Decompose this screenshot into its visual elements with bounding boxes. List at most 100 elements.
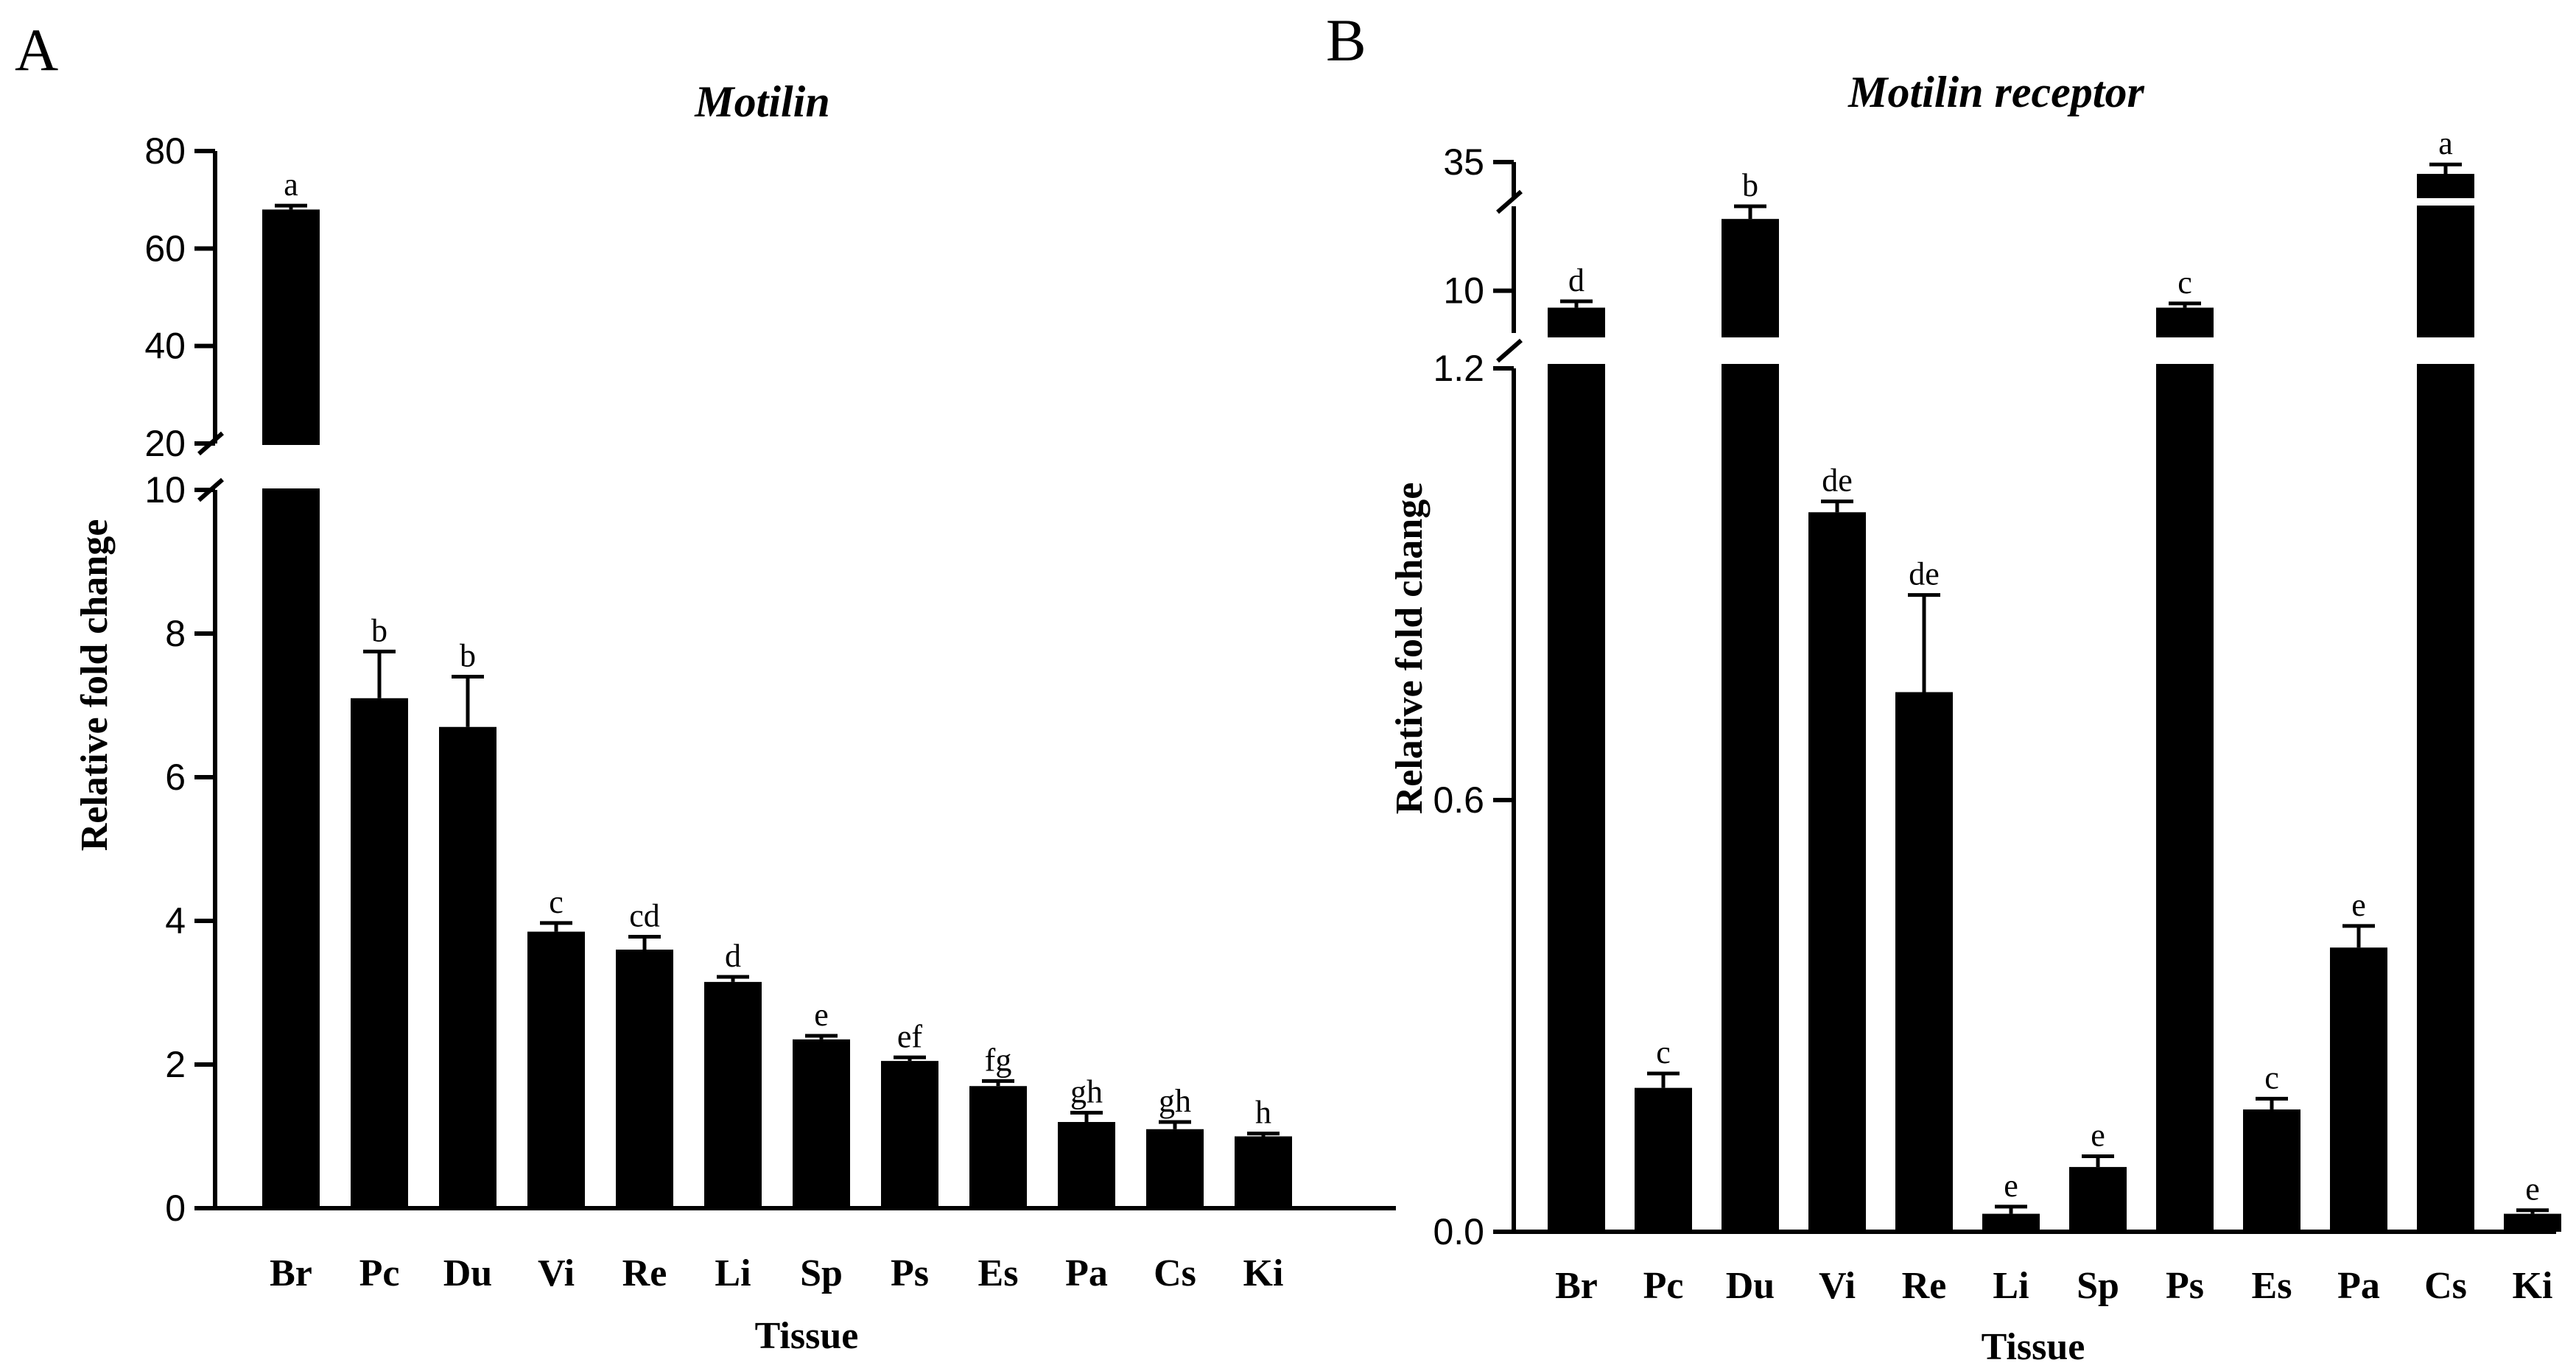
panel-b-sig-label: b bbox=[1742, 167, 1758, 203]
panel-a-category-label: Du bbox=[443, 1252, 492, 1294]
panel-a-y-tick-label: 2 bbox=[165, 1044, 186, 1085]
panel-b-category-label: Pc bbox=[1643, 1265, 1684, 1307]
panel-a-y-tick-label: 20 bbox=[144, 423, 186, 464]
panel-b-category-label: Ps bbox=[2166, 1265, 2204, 1307]
panel-a-sig-label: b bbox=[460, 638, 476, 674]
panel-b-category-label: Sp bbox=[2077, 1265, 2119, 1307]
panel-a-sig-label: e bbox=[814, 997, 829, 1033]
panel-b-category-label: Li bbox=[1993, 1265, 2029, 1307]
panel-a: A Motilin Relative fold change Tissue 0 2… bbox=[15, 16, 1396, 1357]
panel-a-y-tick-label: 6 bbox=[165, 757, 186, 798]
panel-b-sig-label: e bbox=[2351, 887, 2366, 923]
panel-a-bar-cs bbox=[1146, 1129, 1204, 1208]
panel-b-category-label: Br bbox=[1555, 1265, 1598, 1307]
panel-b-category-label: Cs bbox=[2424, 1265, 2467, 1307]
panel-b-sig-label: c bbox=[2177, 264, 2192, 301]
panel-a-title: Motilin bbox=[694, 77, 829, 126]
panel-b-y-axis-break bbox=[1496, 338, 1523, 363]
panel-a-bar-sp bbox=[793, 1039, 850, 1208]
panel-a-y-tick-label: 40 bbox=[144, 326, 186, 367]
panel-b-sig-label: a bbox=[2438, 125, 2453, 161]
panel-b-bar-li bbox=[1982, 1213, 2040, 1232]
panel-a-category-label: Ki bbox=[1243, 1252, 1284, 1294]
panel-b-bar-vi bbox=[1808, 512, 1866, 1232]
panel-a-sig-label: b bbox=[371, 612, 387, 648]
panel-b-y-tick-label: 10 bbox=[1443, 270, 1484, 312]
panel-b-y-axis-break bbox=[1496, 189, 1523, 214]
panel-b-category-label: Du bbox=[1726, 1265, 1775, 1307]
panel-b-category-label: Es bbox=[2252, 1265, 2292, 1307]
panel-b-bar-pa bbox=[2330, 947, 2387, 1232]
panel-b-sig-label: c bbox=[2264, 1059, 2279, 1095]
panel-b-x-axis-label: Tissue bbox=[1982, 1326, 2085, 1368]
panel-a-sig-label: fg bbox=[985, 1042, 1012, 1078]
panel-a-y-tick-label: 60 bbox=[144, 228, 186, 269]
panel-b-sig-label: c bbox=[1656, 1034, 1671, 1070]
panel-a-bar-li bbox=[704, 981, 762, 1208]
panel-b-sig-label: de bbox=[1909, 556, 1940, 592]
panel-a-sig-label: cd bbox=[629, 897, 660, 933]
panel-a-sig-label: d bbox=[725, 938, 741, 974]
panel-a-category-label: Es bbox=[978, 1252, 1019, 1294]
panel-b-bar-br bbox=[1548, 307, 1605, 1233]
panel-b-bar-sp bbox=[2069, 1167, 2127, 1232]
panel-a-category-label: Pa bbox=[1065, 1252, 1108, 1294]
panel-b-category-label: Ki bbox=[2513, 1265, 2553, 1307]
panel-b-category-label: Pa bbox=[2337, 1265, 2380, 1307]
panel-b-sig-label: de bbox=[1822, 463, 1853, 499]
panel-b-bar-break-gap bbox=[2155, 337, 2215, 364]
panel-a-letter: A bbox=[15, 16, 58, 83]
panel-a-y-tick-label: 8 bbox=[165, 613, 186, 654]
panel-b-sig-label: e bbox=[2091, 1117, 2105, 1153]
panel-a-bar-br bbox=[262, 209, 320, 1208]
panel-b-y-tick-label: 35 bbox=[1443, 141, 1484, 183]
panel-b-bar-du bbox=[1722, 219, 1779, 1233]
panel-a-bar-pc bbox=[351, 698, 408, 1208]
panel-a-bar-es bbox=[969, 1086, 1027, 1208]
panel-a-category-label: Re bbox=[622, 1252, 667, 1294]
panel-b-sig-label: e bbox=[2525, 1171, 2540, 1207]
panel-a-y-tick-label: 10 bbox=[144, 469, 186, 511]
panel-b: B Motilin receptor Relative fold change … bbox=[1326, 7, 2561, 1368]
panel-a-bar-du bbox=[439, 726, 496, 1208]
panel-a-category-label: Cs bbox=[1154, 1252, 1196, 1294]
panel-a-category-label: Br bbox=[270, 1252, 312, 1294]
panel-b-bar-pc bbox=[1635, 1087, 1692, 1232]
panel-b-category-label: Vi bbox=[1819, 1265, 1856, 1307]
panel-b-letter: B bbox=[1326, 7, 1366, 74]
panel-b-bar-ki bbox=[2504, 1213, 2561, 1232]
panel-b-y-tick-label: 0.0 bbox=[1433, 1211, 1484, 1252]
panel-b-bar-break-gap bbox=[2415, 198, 2476, 206]
panel-b-bar-cs bbox=[2417, 174, 2474, 1232]
panel-a-y-tick-label: 0 bbox=[165, 1188, 186, 1229]
panel-a-bar-re bbox=[616, 950, 673, 1208]
panel-b-bar-es bbox=[2243, 1109, 2300, 1232]
panel-a-bar-break-gap bbox=[261, 445, 321, 488]
panel-a-category-label: Li bbox=[715, 1252, 751, 1294]
panel-a-sig-label: gh bbox=[1070, 1073, 1103, 1109]
panel-a-bar-vi bbox=[527, 931, 585, 1208]
panel-b-bar-break-gap bbox=[1546, 337, 1607, 364]
panel-a-y-axis-label: Relative fold change bbox=[74, 519, 116, 852]
panel-a-sig-label: a bbox=[284, 166, 298, 203]
panel-b-category-label: Re bbox=[1902, 1265, 1947, 1307]
panel-b-bar-re bbox=[1895, 692, 1953, 1232]
panel-b-bar-break-gap bbox=[2415, 337, 2476, 364]
panel-b-sig-label: d bbox=[1568, 262, 1584, 298]
panel-b-title: Motilin receptor bbox=[1847, 68, 2144, 116]
panel-b-bar-ps bbox=[2156, 307, 2214, 1233]
panel-a-category-label: Sp bbox=[800, 1252, 843, 1294]
panel-b-y-axis-label: Relative fold change bbox=[1389, 483, 1431, 815]
panel-a-category-label: Ps bbox=[891, 1252, 929, 1294]
panel-a-category-label: Pc bbox=[359, 1252, 400, 1294]
panel-a-sig-label: c bbox=[549, 884, 564, 920]
panel-b-sig-label: e bbox=[2004, 1168, 2018, 1204]
panel-a-category-label: Vi bbox=[538, 1252, 575, 1294]
panel-a-sig-label: ef bbox=[897, 1018, 923, 1054]
panel-b-y-tick-label: 1.2 bbox=[1433, 348, 1484, 389]
panel-a-sig-label: gh bbox=[1159, 1083, 1191, 1119]
panel-a-sig-label: h bbox=[1255, 1095, 1271, 1131]
panel-a-x-axis-label: Tissue bbox=[755, 1315, 859, 1357]
panel-a-bar-ps bbox=[881, 1061, 938, 1208]
